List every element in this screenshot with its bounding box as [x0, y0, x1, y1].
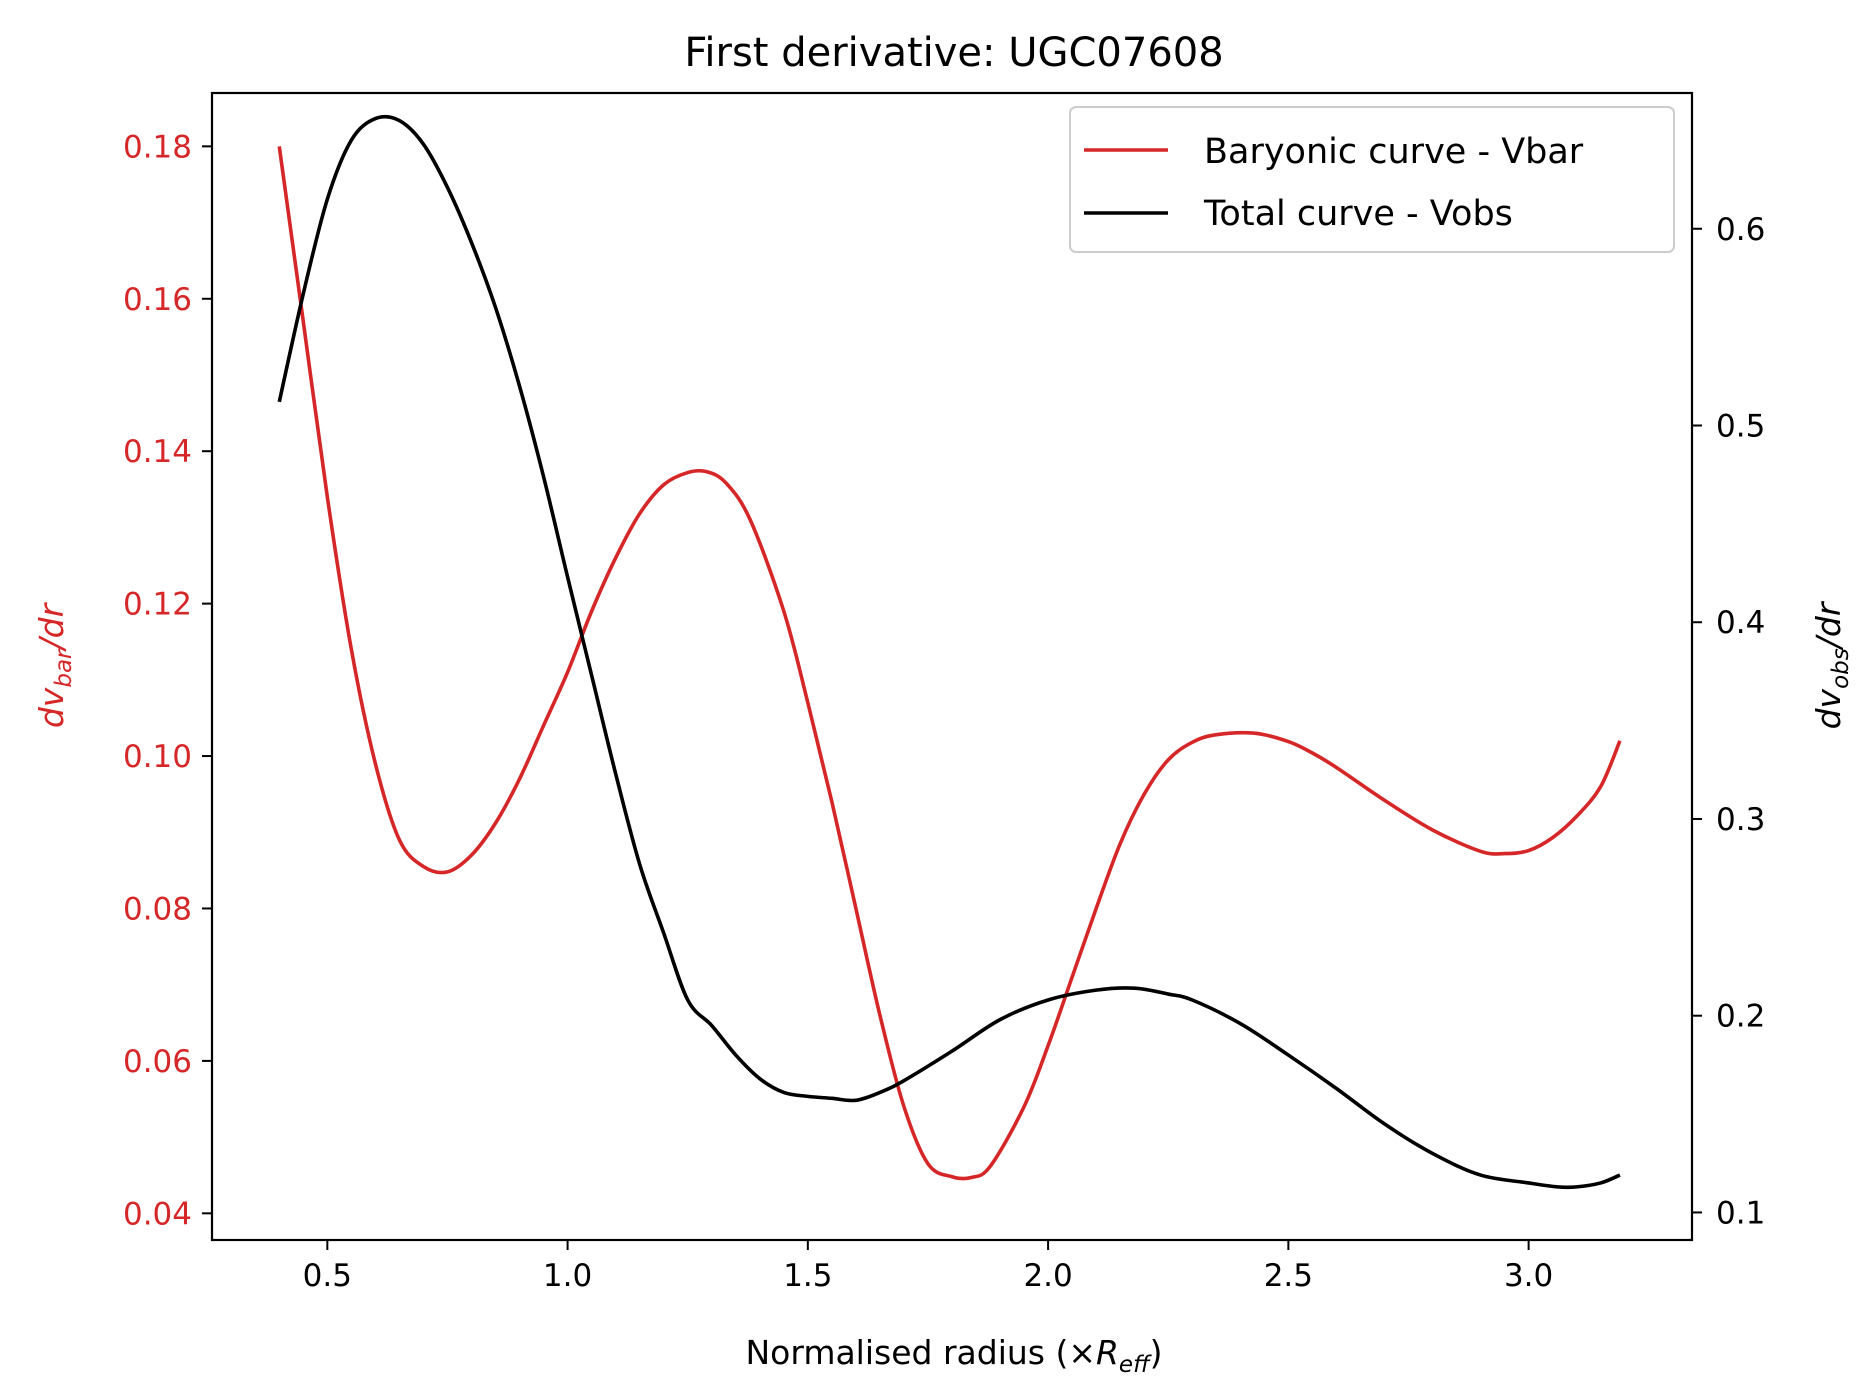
x-axis-label-suffix: ) — [1150, 1333, 1163, 1372]
x-tick-label: 2.5 — [1264, 1258, 1313, 1294]
right-y-axis-label-suffix: /dr — [1809, 600, 1848, 651]
left-y-tick-label: 0.06 — [123, 1044, 192, 1080]
left-y-tick-label: 0.14 — [123, 434, 192, 470]
legend: Baryonic curve - Vbar Total curve - Vobs — [1069, 106, 1675, 253]
legend-label-vobs: Total curve - Vobs — [1203, 194, 1513, 234]
right-y-tick-label: 0.4 — [1716, 605, 1765, 641]
right-y-tick-label: 0.6 — [1716, 212, 1765, 248]
x-axis-label-prefix: Normalised radius (× — [745, 1333, 1096, 1372]
left-y-tick-label: 0.10 — [123, 739, 192, 775]
right-y-tick-label: 0.3 — [1716, 802, 1765, 838]
right-y-tick-label: 0.5 — [1716, 408, 1765, 444]
x-axis-label: Normalised radius (×Reff) — [745, 1333, 1162, 1378]
plot-area-frame — [210, 91, 1694, 1242]
left-y-tick-label: 0.12 — [123, 587, 192, 623]
x-axis-label-var: R — [1096, 1333, 1119, 1372]
right-y-axis-label: dvobs/dr — [1809, 600, 1854, 729]
x-axis: 0.5 1.0 1.5 2.0 2.5 3.0 — [303, 1240, 1553, 1294]
x-tick-label: 0.5 — [303, 1258, 352, 1294]
chart-title: First derivative: UGC07608 — [684, 30, 1223, 76]
legend-label-vbar: Baryonic curve - Vbar — [1204, 132, 1584, 172]
right-y-tick-label: 0.1 — [1716, 1195, 1765, 1231]
series-line-vobs — [277, 114, 1621, 1190]
x-axis-label-sub: eff — [1119, 1352, 1152, 1378]
right-y-tick-label: 0.2 — [1716, 999, 1765, 1035]
left-y-tick-label: 0.08 — [123, 891, 192, 927]
left-y-axis-label-sub: bar — [51, 648, 77, 688]
series-layer — [277, 114, 1622, 1190]
left-y-tick-label: 0.04 — [123, 1196, 192, 1232]
x-tick-label: 2.0 — [1023, 1258, 1072, 1294]
right-y-axis-label-sub: obs — [1828, 648, 1854, 689]
right-y-axis: 0.1 0.2 0.3 0.4 0.5 0.6 — [1692, 212, 1765, 1231]
legend-box — [1069, 106, 1675, 253]
x-tick-label: 1.5 — [783, 1258, 832, 1294]
x-tick-label: 3.0 — [1504, 1258, 1553, 1294]
left-y-axis: 0.04 0.06 0.08 0.10 0.12 0.14 0.16 0.18 — [123, 129, 212, 1232]
left-y-tick-label: 0.18 — [123, 129, 192, 165]
left-y-axis-label-suffix: /dr — [32, 601, 71, 652]
x-tick-label: 1.0 — [543, 1258, 592, 1294]
left-y-tick-label: 0.16 — [123, 282, 192, 318]
right-y-axis-label-var: dv — [1809, 688, 1848, 729]
left-y-axis-label: dvbar/dr — [32, 601, 77, 728]
series-line-vbar — [277, 146, 1622, 1181]
left-y-axis-label-var: dv — [32, 687, 71, 728]
